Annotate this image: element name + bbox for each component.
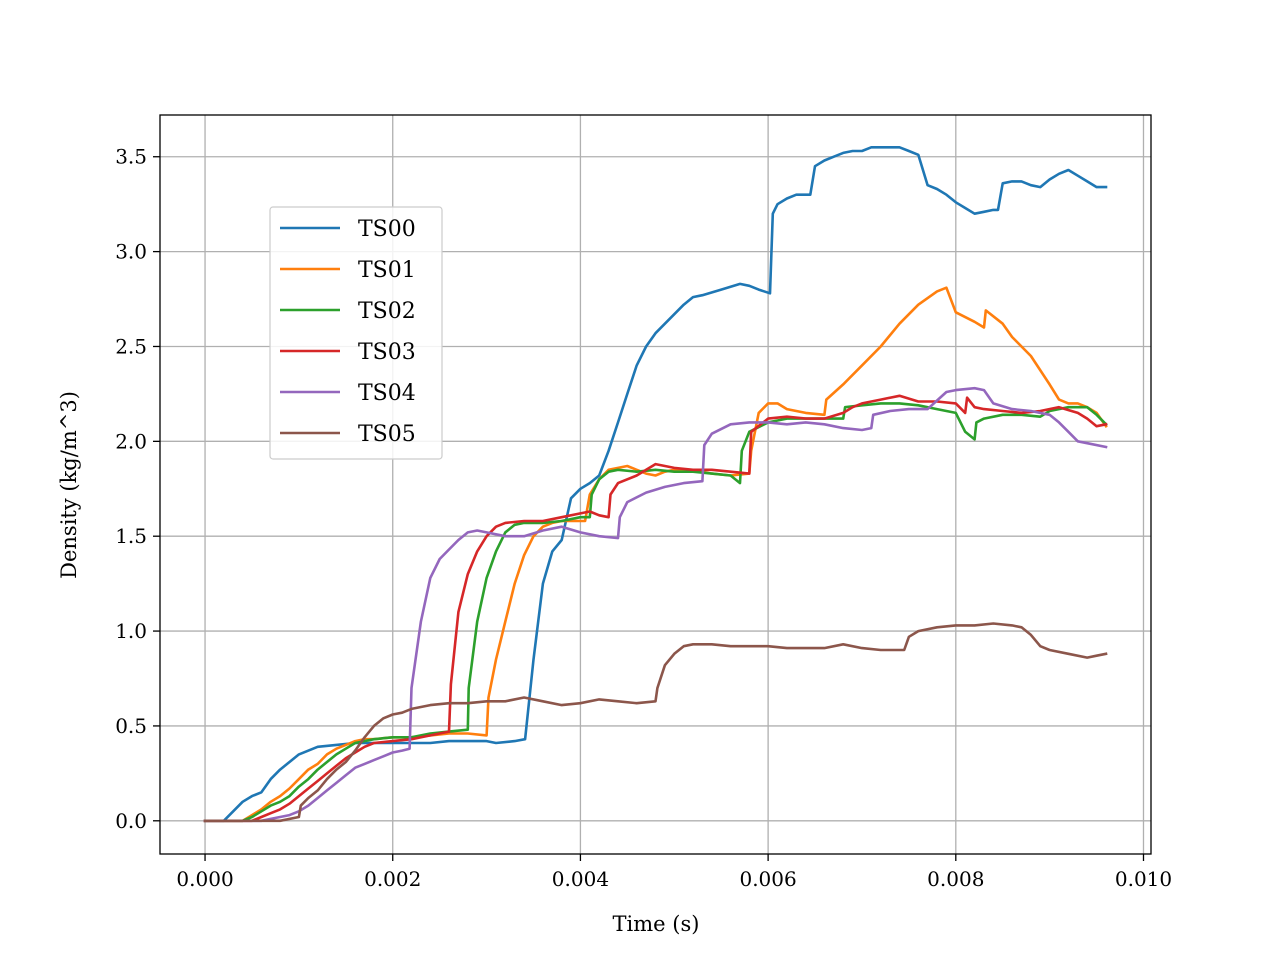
series-line-ts04 bbox=[203, 386, 1108, 823]
y-tick-label: 3.0 bbox=[115, 240, 147, 264]
legend-label-ts03: TS03 bbox=[358, 340, 416, 365]
legend-label-ts04: TS04 bbox=[358, 381, 416, 406]
series-line-ts00 bbox=[203, 146, 1108, 823]
x-axis: 0.000 0.002 0.004 0.006 0.008 0.010 bbox=[176, 854, 1172, 891]
x-tick-label: 0.006 bbox=[739, 867, 796, 891]
x-axis-label: Time (s) bbox=[613, 912, 700, 936]
series-layer bbox=[203, 146, 1108, 823]
y-axis: 0.0 0.5 1.0 1.5 2.0 2.5 3.0 3.5 bbox=[115, 145, 160, 833]
y-tick-label: 0.0 bbox=[115, 809, 147, 833]
legend-label-ts02: TS02 bbox=[358, 299, 416, 324]
y-axis-label: Density (kg/m^3) bbox=[57, 391, 81, 579]
y-tick-label: 1.0 bbox=[115, 619, 147, 643]
y-tick-label: 3.5 bbox=[115, 145, 147, 169]
series-line-ts05 bbox=[203, 622, 1108, 823]
x-tick-label: 0.004 bbox=[552, 867, 609, 891]
y-tick-label: 2.5 bbox=[115, 334, 147, 358]
legend-label-ts05: TS05 bbox=[358, 422, 416, 447]
x-tick-label: 0.010 bbox=[1115, 867, 1172, 891]
y-tick-label: 2.0 bbox=[115, 429, 147, 453]
series-line-ts03 bbox=[203, 394, 1108, 823]
legend-label-ts01: TS01 bbox=[358, 258, 416, 283]
series-line-ts01 bbox=[203, 286, 1108, 823]
x-tick-label: 0.008 bbox=[927, 867, 984, 891]
x-tick-label: 0.002 bbox=[364, 867, 421, 891]
x-tick-label: 0.000 bbox=[176, 867, 233, 891]
y-tick-label: 0.5 bbox=[115, 714, 147, 738]
series-line-ts02 bbox=[203, 402, 1108, 823]
y-tick-label: 1.5 bbox=[115, 524, 147, 548]
legend-frame bbox=[269, 206, 443, 460]
plot-frame bbox=[159, 114, 1152, 855]
legend-label-ts00: TS00 bbox=[358, 217, 416, 242]
legend: TS00 TS01 TS02 TS03 TS04 TS05 bbox=[269, 206, 443, 460]
